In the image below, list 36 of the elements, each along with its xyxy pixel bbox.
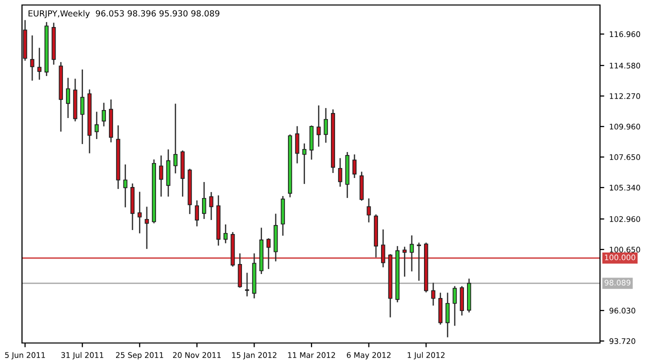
candlestick	[245, 272, 250, 296]
candlestick	[102, 102, 106, 126]
candlestick	[416, 242, 421, 281]
candlestick	[360, 172, 364, 201]
candlestick	[209, 192, 214, 220]
candlestick	[402, 246, 407, 277]
candlestick	[316, 105, 321, 147]
candlestick	[30, 35, 34, 81]
candlestick	[352, 154, 357, 178]
candlestick	[266, 238, 271, 269]
candlestick	[238, 253, 242, 288]
candlestick	[224, 224, 228, 244]
candlestick	[144, 206, 149, 249]
candlestick	[446, 292, 450, 338]
candlestick	[37, 48, 42, 80]
candlestick	[159, 155, 164, 197]
candlestick	[381, 229, 386, 268]
candlestick	[366, 198, 371, 222]
candlestick	[295, 126, 300, 164]
candlestick	[309, 125, 314, 160]
candlestick	[94, 112, 99, 140]
candlestick	[460, 286, 464, 316]
candlestick	[138, 192, 142, 234]
candlestick	[302, 143, 306, 184]
candlestick	[431, 282, 436, 306]
candlestick	[324, 108, 328, 143]
candlestick	[194, 200, 199, 226]
candlestick	[202, 182, 206, 219]
candlestick	[338, 158, 342, 187]
candlestick	[173, 104, 178, 174]
candlestick	[123, 164, 128, 208]
candlestick	[452, 286, 457, 326]
candlestick	[80, 69, 84, 144]
candlestick	[66, 78, 70, 118]
text: EURJPY,Weekly 96.053 98.396 95.930 98.089	[28, 10, 220, 18]
candlestick	[410, 235, 414, 272]
